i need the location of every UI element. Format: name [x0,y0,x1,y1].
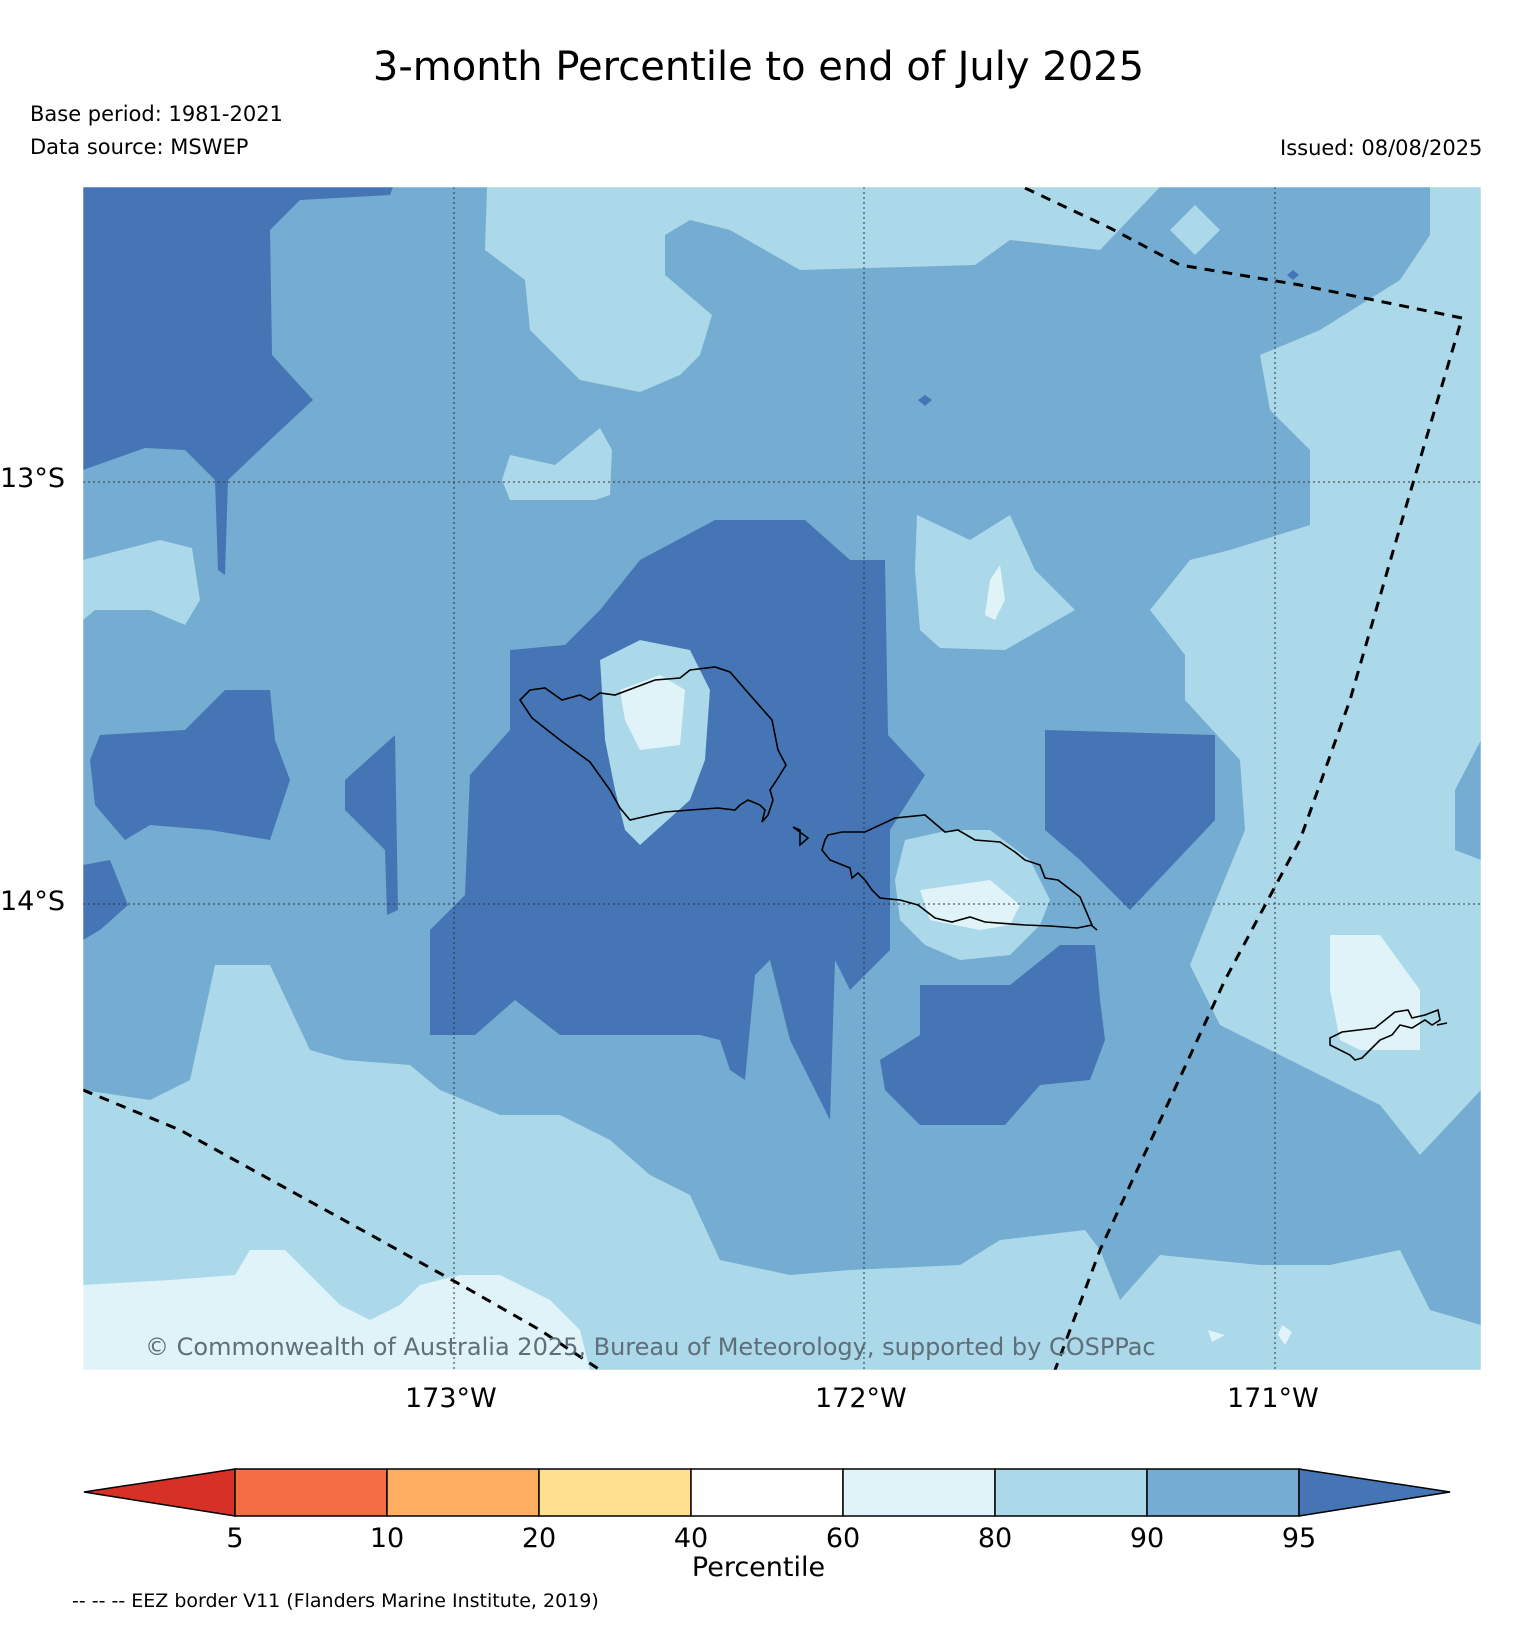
copyright-notice: © Commonwealth of Australia 2025, Bureau… [145,1333,1156,1361]
coastline-tutuila [1329,1008,1441,1061]
contour-80-90 [485,187,1160,392]
data-source: Data source: MSWEP [30,135,249,159]
colorbar-bin-60-80 [842,1468,996,1517]
colorbar-tick-80: 80 [977,1523,1013,1554]
lat-label-13s: 13°S [0,463,65,494]
contour-above-95 [1045,730,1215,910]
coastline-fragments [1090,924,1448,1026]
colorbar-tick-40: 40 [673,1523,709,1554]
contour-80-90 [1170,205,1220,255]
contour-60-80 [83,1250,590,1370]
map-title: 3-month Percentile to end of July 2025 [372,44,1145,90]
eez-border [83,187,1464,1370]
contour-above-95 [83,187,393,575]
colorbar-tick-5: 5 [226,1523,244,1554]
contour-above-95 [430,520,925,1120]
base-period: Base period: 1981-2021 [30,102,283,126]
colorbar-tick-10: 10 [369,1523,405,1554]
eez-line-southwest [83,1088,601,1370]
contour-60-80 [1208,1325,1292,1345]
colorbar-extend-high [1298,1468,1451,1517]
colorbar-bin-10-20 [386,1468,540,1517]
colorbar-bin-90-95 [1146,1468,1300,1517]
contour-above-95 [345,735,398,915]
contour-above-95 [83,860,128,940]
contour-above-95 [880,945,1105,1125]
contour-60-80 [985,565,1005,620]
colorbar-bin-80-90 [994,1468,1148,1517]
lon-label-171w: 171°W [1227,1383,1319,1414]
lat-label-14s: 14°S [0,886,65,917]
colorbar-bin-5-10 [234,1468,388,1517]
colorbar-tick-20: 20 [521,1523,557,1554]
coastline-savaii [518,666,787,823]
contour-80-90 [83,965,1481,1370]
coastlines [518,666,1448,1061]
colorbar-bin-40-60 [690,1468,844,1517]
coastline-upolu [821,814,1094,929]
colorbar-title: Percentile [691,1552,826,1583]
contour-80-90 [83,540,200,625]
map-frame [82,186,1482,1371]
colorbar-tick-95: 95 [1281,1523,1317,1554]
contour-60-80 [620,675,685,750]
contour-80-90 [1150,187,1481,1155]
contour-60-80 [920,880,1020,930]
eez-line-east [1024,187,1464,1370]
colorbar-extend-low [83,1468,236,1517]
colorbar-bin-20-40 [538,1468,692,1517]
colorbar [83,1468,1451,1517]
percentile-contours [83,187,1481,1370]
graticule [83,187,1481,1370]
lon-label-172w: 172°W [815,1383,907,1414]
coastline-islet [792,826,810,847]
lon-label-173w: 173°W [405,1383,497,1414]
eez-footnote: -- -- -- EEZ border V11 (Flanders Marine… [72,1590,599,1612]
colorbar-tick-60: 60 [825,1523,861,1554]
colorbar-tick-90: 90 [1129,1523,1165,1554]
issued-date: Issued: 08/08/2025 [1280,136,1483,160]
contour-above-95 [90,690,290,840]
contour-60-80 [1330,935,1420,1050]
